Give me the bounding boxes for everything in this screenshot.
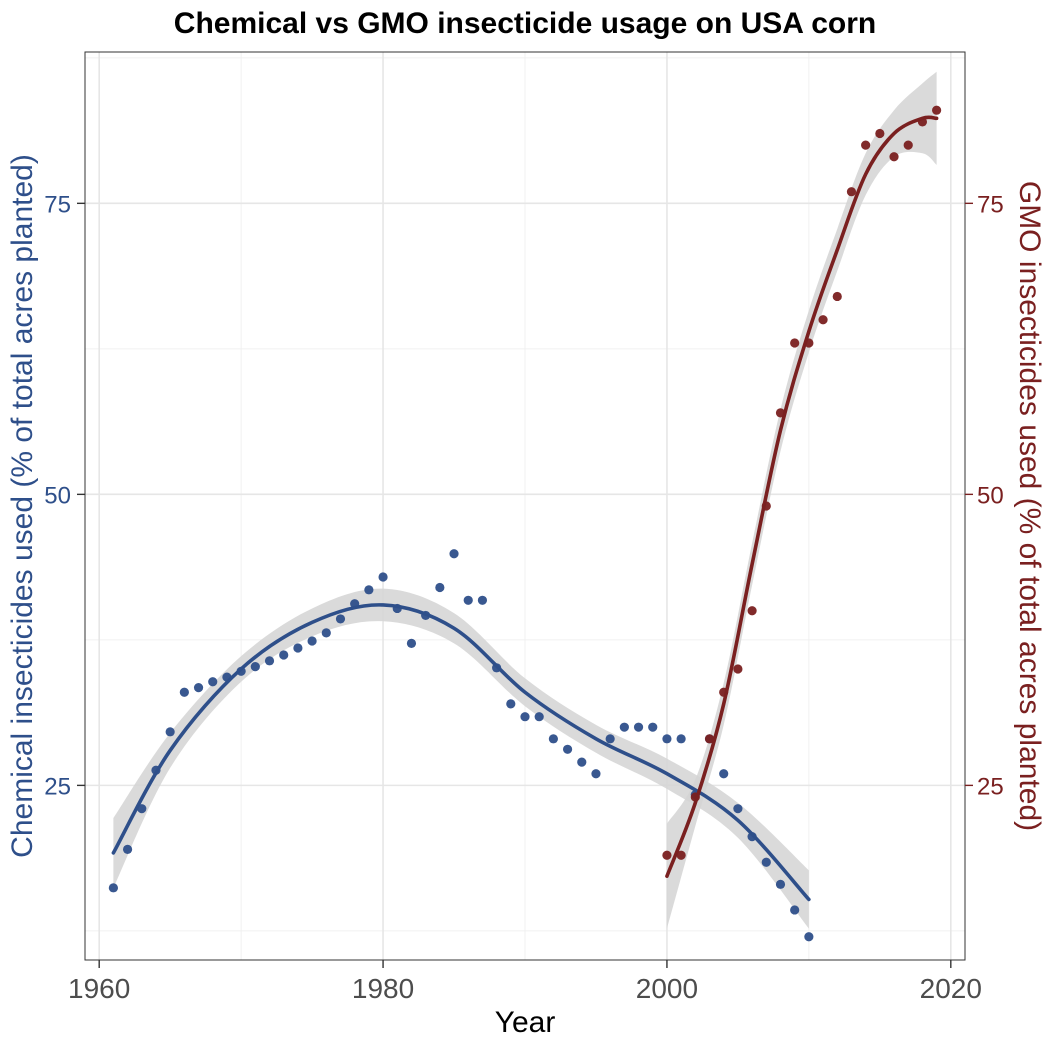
grid [85, 52, 965, 960]
x-axis-title: Year [495, 1006, 556, 1039]
data-point-chemical [264, 656, 275, 666]
panel-border [84, 51, 966, 961]
data-point-chemical [307, 636, 317, 646]
data-point-chemical [804, 932, 814, 942]
y-tick-label-right: 75 [977, 191, 1004, 218]
data-point-gmo [875, 128, 885, 139]
data-point-chemical [364, 585, 374, 595]
data-point-chemical [633, 722, 644, 732]
data-point-gmo [733, 664, 743, 674]
smooth-lines [111, 115, 939, 902]
data-point-chemical [463, 595, 473, 605]
y-axis-right-title: GMO insecticides used (% of total acres … [1013, 181, 1046, 831]
data-point-chemical [506, 699, 516, 709]
y-tick-label-left: 75 [44, 191, 71, 218]
data-point-gmo [676, 850, 686, 860]
data-point-gmo [662, 850, 672, 860]
y-axis-left-title: Chemical insecticides used (% of total a… [6, 154, 39, 858]
y-tick-label-left: 25 [44, 773, 71, 800]
y-tick-label-left: 50 [44, 482, 71, 509]
data-point-chemical [761, 857, 771, 867]
data-point-chemical [648, 722, 658, 732]
chart-title: Chemical vs GMO insecticide usage on USA… [174, 7, 876, 40]
y-tick-label-right: 50 [977, 482, 1004, 509]
data-point-chemical [520, 712, 530, 722]
data-point-chemical [790, 905, 800, 915]
data-point-gmo [704, 734, 715, 744]
data-point-chemical [676, 734, 686, 744]
data-point-chemical [165, 727, 175, 737]
data-point-chemical [406, 638, 417, 648]
data-point-chemical [719, 769, 729, 779]
data-point-gmo [903, 140, 913, 150]
data-point-chemical [605, 734, 615, 744]
data-point-chemical [619, 722, 629, 732]
data-point-gmo [790, 338, 800, 348]
data-point-chemical [591, 769, 601, 779]
data-point-chemical [193, 683, 204, 693]
data-point-chemical [577, 757, 587, 767]
data-point-gmo [846, 187, 857, 197]
data-point-chemical [250, 662, 260, 672]
data-point-chemical [321, 628, 331, 638]
y-tick-label-right: 25 [977, 773, 1004, 800]
data-point-chemical [122, 844, 133, 855]
axes: 1960 1980 2000 2020 25 50 75 25 50 75 [44, 191, 1003, 1004]
data-point-chemical [477, 595, 488, 605]
data-point-gmo [932, 105, 942, 115]
data-point-chemical [179, 687, 189, 697]
data-point-chemical [534, 712, 544, 722]
data-points [108, 105, 942, 942]
data-point-chemical [562, 744, 573, 754]
data-point-gmo [889, 152, 899, 162]
data-point-chemical [279, 650, 289, 660]
data-point-chemical [335, 614, 346, 624]
data-point-chemical [449, 549, 459, 559]
data-point-gmo [818, 315, 828, 325]
data-point-chemical [548, 734, 558, 744]
data-point-chemical [733, 804, 743, 814]
x-tick-label: 1960 [68, 973, 130, 1004]
data-point-chemical [208, 677, 218, 687]
data-point-chemical [662, 734, 672, 744]
smooth-line-chemical [111, 603, 811, 902]
x-tick-label: 2020 [920, 973, 982, 1004]
x-tick-label: 2000 [636, 973, 698, 1004]
data-point-gmo [832, 291, 842, 302]
data-point-chemical [775, 879, 786, 889]
smooth-line-gmo [665, 115, 939, 878]
data-point-gmo [861, 140, 871, 150]
x-tick-label: 1980 [352, 973, 414, 1004]
data-point-gmo [747, 606, 757, 616]
data-point-chemical [435, 582, 445, 593]
data-point-chemical [108, 883, 118, 893]
data-point-chemical [293, 643, 303, 653]
data-point-chemical [378, 572, 388, 582]
